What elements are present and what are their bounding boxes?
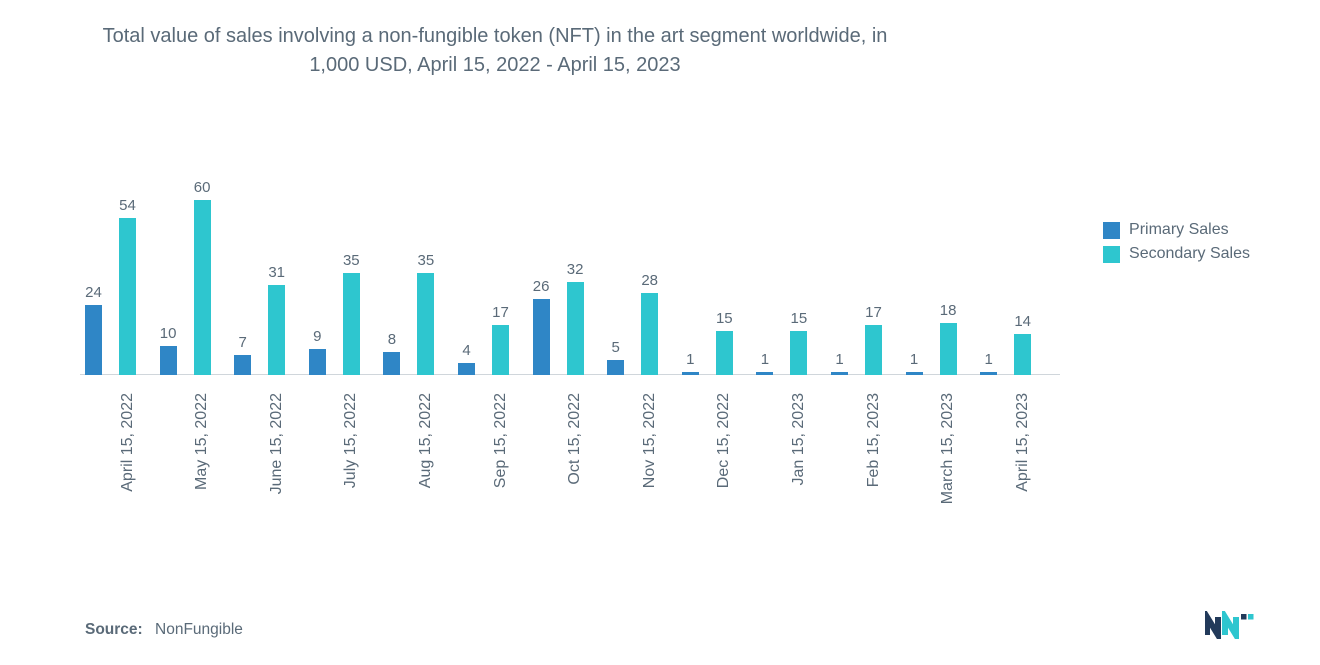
x-axis-label: Feb 15, 2023 [865, 393, 883, 487]
bar-value-label: 18 [928, 302, 968, 319]
bar-value-label: 1 [969, 351, 1009, 368]
bar [533, 299, 550, 375]
bar [268, 285, 285, 375]
bar-value-label: 35 [331, 252, 371, 269]
bar-value-label: 31 [257, 264, 297, 281]
x-axis-label: Sep 15, 2022 [492, 393, 510, 488]
legend-label: Primary Sales [1129, 221, 1229, 239]
bar-value-label: 54 [108, 197, 148, 214]
bar [790, 331, 807, 375]
bar [234, 355, 251, 375]
bar-value-label: 15 [779, 310, 819, 327]
bar [492, 325, 509, 375]
bar [607, 360, 624, 375]
bar [567, 282, 584, 375]
bar-value-label: 1 [745, 351, 785, 368]
bar [940, 323, 957, 376]
bar [716, 331, 733, 375]
bar-value-label: 8 [372, 331, 412, 348]
bar [417, 273, 434, 375]
bar-value-label: 4 [447, 342, 487, 359]
bar [906, 372, 923, 375]
bar [1014, 334, 1031, 375]
bar-value-label: 10 [148, 325, 188, 342]
bar-value-label: 17 [481, 304, 521, 321]
bar-value-label: 17 [854, 304, 894, 321]
bar [756, 372, 773, 375]
bar [682, 372, 699, 375]
bar [160, 346, 177, 375]
bar [309, 349, 326, 375]
source-attribution: Source: NonFungible [85, 621, 243, 639]
x-axis-label: Oct 15, 2022 [566, 393, 584, 485]
bar [865, 325, 882, 375]
chart-x-axis-labels: April 15, 2022 May 15, 2022 June 15, 2022 J… [85, 385, 1055, 605]
bar [980, 372, 997, 375]
chart-plot-area: 2454106073193583541726325281151151171181… [85, 200, 1055, 375]
bar-value-label: 28 [630, 272, 670, 289]
bar-value-label: 24 [74, 284, 114, 301]
bar-value-label: 1 [894, 351, 934, 368]
bar [343, 273, 360, 375]
legend-swatch [1103, 222, 1120, 239]
x-axis-label: July 15, 2022 [342, 393, 360, 488]
bar [641, 293, 658, 375]
x-axis-label: Dec 15, 2022 [715, 393, 733, 488]
x-axis-label: Nov 15, 2022 [641, 393, 659, 488]
bar-value-label: 35 [406, 252, 446, 269]
brand-logo [1205, 611, 1260, 639]
legend-item-secondary: Secondary Sales [1103, 245, 1250, 263]
bar [383, 352, 400, 375]
x-axis-label: Jan 15, 2023 [790, 393, 808, 486]
bar-value-label: 32 [555, 261, 595, 278]
bar-value-label: 26 [521, 278, 561, 295]
x-axis-label: Aug 15, 2022 [417, 393, 435, 488]
bar [85, 305, 102, 375]
x-axis-label: June 15, 2022 [268, 393, 286, 494]
chart-title: Total value of sales involving a non-fun… [85, 22, 905, 80]
bar [831, 372, 848, 375]
chart-legend: Primary Sales Secondary Sales [1103, 215, 1250, 269]
legend-item-primary: Primary Sales [1103, 221, 1250, 239]
bar-value-label: 7 [223, 334, 263, 351]
source-label: Source: [85, 621, 143, 638]
legend-swatch [1103, 246, 1120, 263]
source-value: NonFungible [155, 621, 243, 638]
bar-value-label: 5 [596, 339, 636, 356]
bar [458, 363, 475, 375]
x-axis-label: April 15, 2022 [119, 393, 137, 492]
bar-value-label: 9 [297, 328, 337, 345]
x-axis-label: March 15, 2023 [939, 393, 957, 504]
x-axis-label: May 15, 2022 [193, 393, 211, 490]
bar [119, 218, 136, 376]
bar-value-label: 14 [1003, 313, 1043, 330]
legend-label: Secondary Sales [1129, 245, 1250, 263]
bar [194, 200, 211, 375]
bar-value-label: 60 [182, 179, 222, 196]
bar-value-label: 1 [820, 351, 860, 368]
x-axis-label: April 15, 2023 [1014, 393, 1032, 492]
bar-value-label: 1 [670, 351, 710, 368]
bar-value-label: 15 [704, 310, 744, 327]
